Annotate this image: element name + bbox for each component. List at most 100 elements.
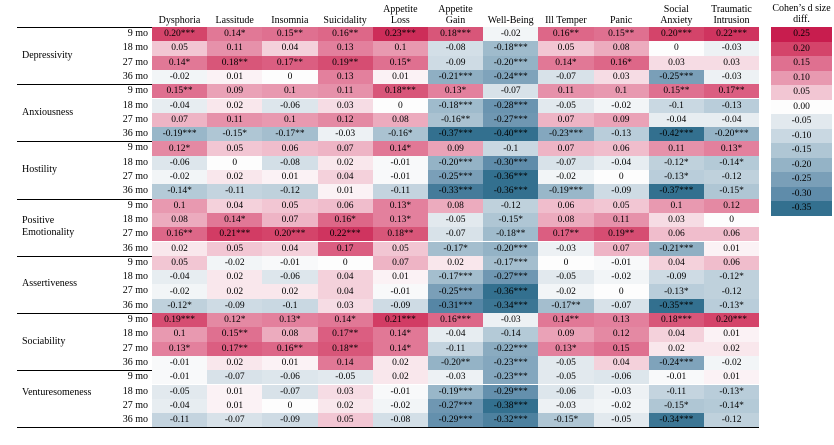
heatmap-cell: 0.17 [317, 241, 373, 256]
heatmap-cell: -0.03 [317, 127, 373, 142]
heatmap-cell: -0.14* [704, 398, 760, 414]
heatmap-cell: 0.12 [317, 112, 373, 128]
heatmap-cell: -0.11 [207, 184, 263, 199]
heatmap-cell: -0.12* [704, 270, 760, 285]
heatmap-cell: -0.37*** [428, 127, 484, 142]
heatmap-cell: 0.05 [207, 241, 263, 256]
time-label: 36 mo [122, 70, 148, 82]
heatmap-cell: 0.16** [317, 27, 373, 42]
heatmap-cell: -0.36*** [483, 284, 539, 299]
heatmap-cell: 0.18** [372, 227, 428, 242]
heatmap-cell: 0.02 [262, 284, 318, 299]
heatmap-cell: 0.17** [262, 55, 318, 70]
heatmap-cell: -0.03 [538, 241, 594, 256]
heatmap-cell: 0.12* [207, 313, 263, 328]
heatmap-cell: 0 [372, 98, 428, 113]
heatmap-cell: -0.05 [428, 212, 484, 228]
heatmap-cell: 0.14* [372, 141, 428, 156]
heatmap-cell: 0.03 [317, 384, 373, 399]
heatmap-cell: 0.15** [152, 84, 208, 99]
heatmap-cell: 0.02 [317, 398, 373, 414]
heatmap-cell: 0.02 [207, 170, 263, 185]
heatmap-cell: 0.04 [648, 327, 704, 342]
heatmap-cell: -0.03 [428, 370, 484, 385]
heatmap-cell: 0.02 [428, 255, 484, 271]
column-header: Social Anxiety [660, 4, 693, 26]
heatmap-cell: -0.25*** [428, 170, 484, 185]
heatmap-cell: 0.15** [207, 327, 263, 342]
heatmap-cell: -0.19*** [428, 384, 484, 399]
heatmap-cell: 0.05 [317, 413, 373, 428]
legend-swatch: 0.00 [771, 99, 832, 114]
heatmap-cell: -0.08 [372, 413, 428, 428]
heatmap-cell: 0.21*** [372, 313, 428, 328]
row-group-label: Depressivity [22, 49, 73, 61]
heatmap-cell: -0.08 [262, 155, 318, 170]
heatmap-cell: -0.02 [372, 398, 428, 414]
column-header: Ill Temper [545, 15, 587, 26]
heatmap-cell: -0.03 [704, 41, 760, 56]
heatmap-cell: -0.04 [152, 398, 208, 414]
heatmap-cell: -0.23*** [483, 355, 539, 371]
heatmap-cell: -0.05 [538, 98, 594, 113]
heatmap-cell: -0.04 [648, 112, 704, 128]
time-label: 18 mo [122, 328, 148, 340]
heatmap-cell: -0.06 [152, 155, 208, 170]
heatmap-cell: -0.23*** [483, 370, 539, 385]
heatmap-cell: 0.17** [207, 341, 263, 356]
heatmap-cell: -0.12 [262, 184, 318, 199]
heatmap-cell: 0.09 [593, 112, 649, 128]
row-group-label: Positive Emotionality [22, 215, 75, 239]
heatmap-cell: -0.01 [152, 370, 208, 385]
time-label: 27 mo [122, 285, 148, 297]
heatmap-cell: -0.15* [704, 184, 760, 199]
heatmap-cell: -0.03 [538, 398, 594, 414]
heatmap-cell: 0.16** [152, 227, 208, 242]
heatmap-cell: 0.14* [207, 212, 263, 228]
time-label: 36 mo [122, 185, 148, 197]
heatmap-cell: 0.03 [704, 55, 760, 70]
heatmap-cell: 0.14* [152, 55, 208, 70]
heatmap-cell: 0.20*** [152, 27, 208, 42]
heatmap-cell: -0.30*** [483, 155, 539, 170]
heatmap-cell: 0.01 [704, 327, 760, 342]
time-label: 36 mo [122, 414, 148, 426]
heatmap-cell: -0.02 [152, 69, 208, 85]
heatmap-cell: -0.19*** [152, 127, 208, 142]
heatmap-cell: -0.34*** [483, 298, 539, 313]
heatmap-cell: -0.1 [262, 298, 318, 313]
heatmap-cell: 0.05 [262, 198, 318, 213]
heatmap-cell: 0.05 [593, 198, 649, 213]
time-label: 18 mo [122, 42, 148, 54]
heatmap-cell: 0.1 [262, 84, 318, 99]
heatmap-cell: -0.13* [704, 298, 760, 313]
heatmap-cell: 0.1 [648, 198, 704, 213]
heatmap-cell: 0.15** [262, 27, 318, 42]
heatmap-cell: 0.03 [593, 69, 649, 85]
heatmap-cell: 0.01 [317, 184, 373, 199]
heatmap-cell: 0.06 [317, 198, 373, 213]
heatmap-cell: -0.20** [428, 355, 484, 371]
heatmap-cell: 0.11 [593, 212, 649, 228]
heatmap-cell: -0.01 [152, 355, 208, 371]
heatmap-cell: 0.13* [262, 313, 318, 328]
heatmap-cell: 0.20*** [648, 27, 704, 42]
heatmap-cell: 0.04 [648, 255, 704, 271]
heatmap-cell: -0.05 [538, 270, 594, 285]
heatmap-cell: 0.01 [207, 384, 263, 399]
heatmap-cell: 0.08 [593, 41, 649, 56]
heatmap-cell: -0.09 [207, 298, 263, 313]
heatmap-cell: 0.07 [538, 141, 594, 156]
heatmap-cell: 0.07 [593, 241, 649, 256]
heatmap-cell: 0.08 [152, 212, 208, 228]
heatmap-cell: -0.14* [152, 184, 208, 199]
heatmap-cell: -0.11 [372, 184, 428, 199]
heatmap-cell: -0.25*** [648, 69, 704, 85]
heatmap-cell: -0.28*** [483, 98, 539, 113]
heatmap-cell: 0.02 [152, 241, 208, 256]
heatmap-cell: -0.32*** [483, 413, 539, 428]
column-header: Appetite Gain [438, 4, 473, 26]
heatmap-cell: -0.1 [483, 141, 539, 156]
heatmap-cell: -0.02 [593, 270, 649, 285]
heatmap-cell: -0.07 [483, 84, 539, 99]
